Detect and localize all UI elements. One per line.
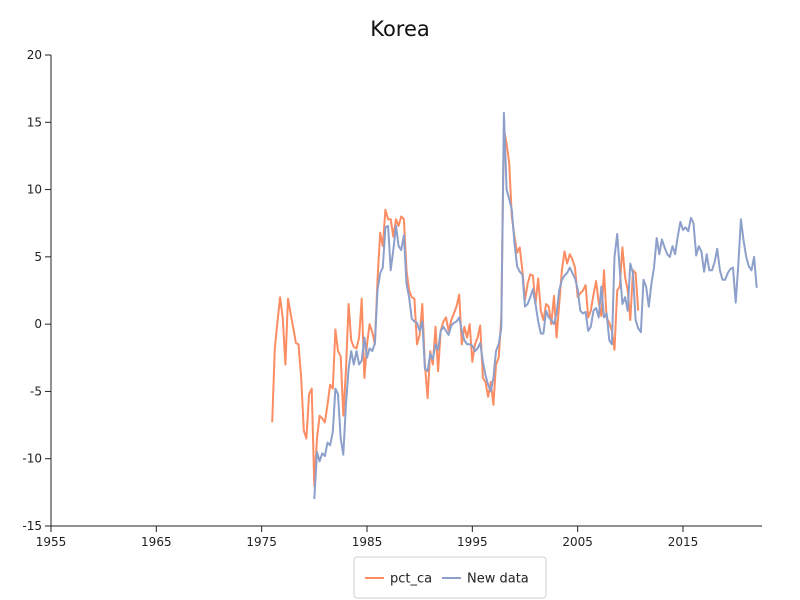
axes: -15 -10 -5 0 5 10 15 20 1955 1965 1975 1985 1995 2005… xyxy=(22,48,762,549)
chart-title: Korea xyxy=(370,17,430,41)
y-tick-label: -5 xyxy=(30,384,42,398)
y-tick-label: 20 xyxy=(27,48,42,62)
x-tick-label: 1965 xyxy=(141,535,172,549)
y-tick-label: -15 xyxy=(22,519,42,533)
x-tick-label: 2015 xyxy=(668,535,699,549)
x-tick-label: 2005 xyxy=(562,535,593,549)
x-tick-label: 1995 xyxy=(457,535,488,549)
x-tick-label: 1975 xyxy=(246,535,277,549)
series-line-pct-ca xyxy=(271,128,640,487)
y-tick-label: 5 xyxy=(34,250,42,264)
y-tick-label: 0 xyxy=(34,317,42,331)
x-tick-label: 1955 xyxy=(36,535,67,549)
legend: pct_ca New data xyxy=(353,556,547,599)
legend-label-pct-ca: pct_ca xyxy=(390,572,432,587)
series-line-new-data xyxy=(313,111,758,500)
plot-area xyxy=(271,111,758,500)
x-tick-label: 1985 xyxy=(352,535,383,549)
y-tick-label: 15 xyxy=(27,115,42,129)
y-tick-label: 10 xyxy=(27,183,42,197)
y-tick-label: -10 xyxy=(22,452,42,466)
legend-label-new-data: New data xyxy=(467,572,529,587)
